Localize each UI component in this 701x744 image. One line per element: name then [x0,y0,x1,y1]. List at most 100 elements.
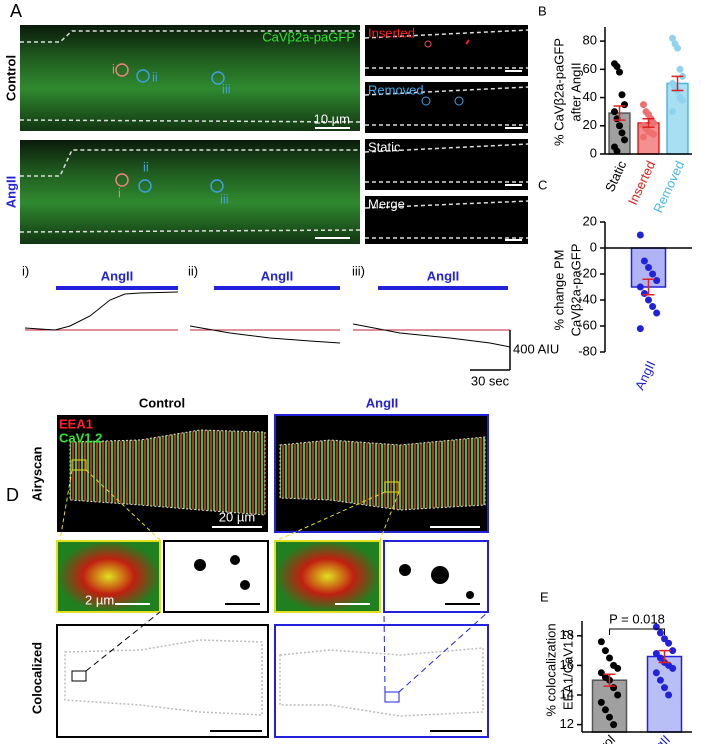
y-tick-label: 20 [583,117,597,132]
y-tick-label: -60 [578,317,597,332]
y-tick-label: 40 [583,89,597,104]
channel-label: CaV1.2 [59,430,102,445]
roi-label: ii [143,159,149,174]
image [20,140,360,244]
y-tick-label: 0 [590,145,597,160]
y-axis-label: % CaVβ2a-paGFP [551,38,566,146]
roi-label: iii [220,191,229,206]
data-point [665,691,673,699]
condition-label: AngII [366,395,399,410]
x-tick-label: AngII [632,358,658,392]
y-tick-label: -40 [578,291,597,306]
data-point [618,129,626,137]
y-tick-label: 60 [583,61,597,76]
roi [138,179,152,193]
panel-label: B [538,3,547,18]
trace-label: ii) [188,263,198,278]
data-point [645,264,652,271]
panel-label: A [10,1,22,21]
x-tick-label: Static [602,158,630,194]
data-point [650,130,658,138]
y-tick-label: 12 [560,716,574,731]
annotation: P = 0.018 [609,611,665,626]
data-point [606,654,613,662]
inset-label: Merge [368,196,405,211]
scale-label: 10 µm [314,111,350,126]
error-bar [658,649,671,664]
error-bar [603,673,616,687]
y-axis-label: EEA1/CaV1.2 [560,630,575,710]
roi-label: i [118,185,121,200]
roi-label: i [112,61,115,76]
data-point [656,676,664,684]
data-point [639,101,647,109]
panel-label: C [538,177,547,192]
error-bar [642,117,655,128]
y-axis-label: CaVβ2a-paGFP [568,244,583,337]
data-point [645,296,652,304]
data-point [636,325,644,333]
data-point [661,635,668,643]
data-point [614,664,622,672]
airyscan-images [57,414,489,541]
bar [646,655,683,733]
roi-label: iii [222,81,231,96]
roi [210,179,224,193]
row-label: Colocalized [29,642,44,714]
data-point [653,309,661,317]
data-point [636,231,644,239]
roi [136,69,150,83]
error-bar [671,75,684,92]
data-point [668,34,676,42]
x-tick-label: Control [578,732,618,744]
data-point [640,290,648,297]
scale-label: 400 AIU [513,341,559,356]
roi [211,71,225,85]
roi [115,173,129,187]
data-point [606,713,613,721]
data-point [650,119,658,127]
data-point [597,698,605,706]
data-point [616,122,623,130]
row-label: AngII [3,176,18,209]
data-point [674,44,681,52]
data-point [601,647,609,655]
data-point [656,654,664,662]
data-point [669,647,677,655]
panel-label: E [540,589,549,604]
data-point [618,91,626,99]
data-point [665,639,673,647]
data-point [601,706,609,714]
stimulus-label: AngII [101,268,134,283]
traces [24,291,511,371]
stimulus-label: AngII [261,268,294,283]
stimulus-label: AngII [427,268,460,283]
condition-label: Control [139,395,185,410]
roi [115,63,129,77]
panel-label: D [6,485,19,505]
y-tick-label: 20 [583,213,597,228]
y-tick-label: 14 [560,686,574,701]
bar [591,679,628,733]
data-point [610,721,618,729]
data-point [653,277,661,284]
y-tick-label: 80 [583,33,597,48]
bar [666,82,689,155]
scale-label: 30 sec [471,373,510,388]
stimulus-bars [56,286,508,290]
error-bar [642,278,655,296]
data-point [676,65,684,73]
data-point [649,270,657,278]
cell-outline [19,149,361,233]
data-point [652,669,660,677]
y-tick-label: -80 [578,343,597,358]
y-tick-label: 18 [560,627,574,642]
data-point [610,108,618,116]
data-point [668,108,676,116]
inset-label: Inserted [368,25,415,40]
insets [364,25,529,244]
inset-label: Static [368,139,401,154]
data-point [621,136,629,144]
data-point [597,669,605,677]
cell-outline [19,30,361,123]
